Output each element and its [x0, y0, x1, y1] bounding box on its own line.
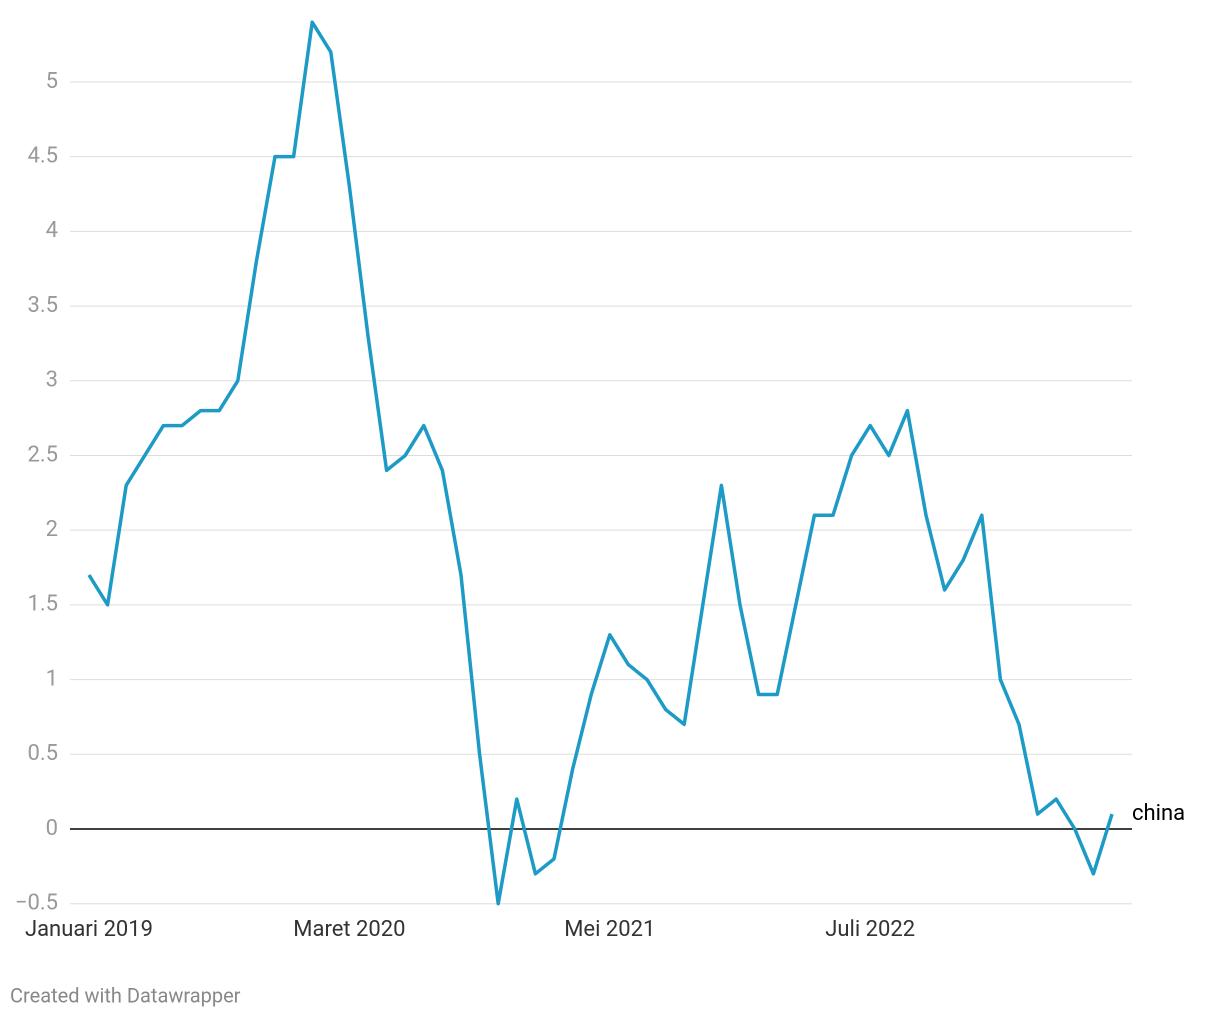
y-tick-label: 1 [46, 666, 58, 691]
y-tick-label: 1.5 [27, 592, 58, 617]
y-tick-label: 3 [46, 368, 58, 393]
line [87, 20, 1114, 906]
y-tick-label: 5 [46, 69, 58, 94]
y-tick-label: 4 [46, 218, 58, 243]
y-tick-label: 2.5 [27, 442, 58, 467]
y-tick-label: 0 [46, 816, 58, 841]
y-tick-label: 3.5 [27, 293, 58, 318]
y-tick-label: 0.5 [27, 741, 58, 766]
series-label: china [1132, 801, 1185, 826]
x-tick-label: Januari 2019 [25, 917, 153, 942]
y-tick-label: 4.5 [27, 143, 58, 168]
x-tick-label: Mei 2021 [564, 917, 655, 942]
y-tick-label: 2 [46, 517, 58, 542]
x-tick-label: Juli 2022 [825, 917, 915, 942]
x-tick-label: Maret 2020 [293, 917, 405, 942]
y-tick-label: −0.5 [15, 891, 58, 916]
footer: Created with Datawrapper [10, 983, 241, 1007]
